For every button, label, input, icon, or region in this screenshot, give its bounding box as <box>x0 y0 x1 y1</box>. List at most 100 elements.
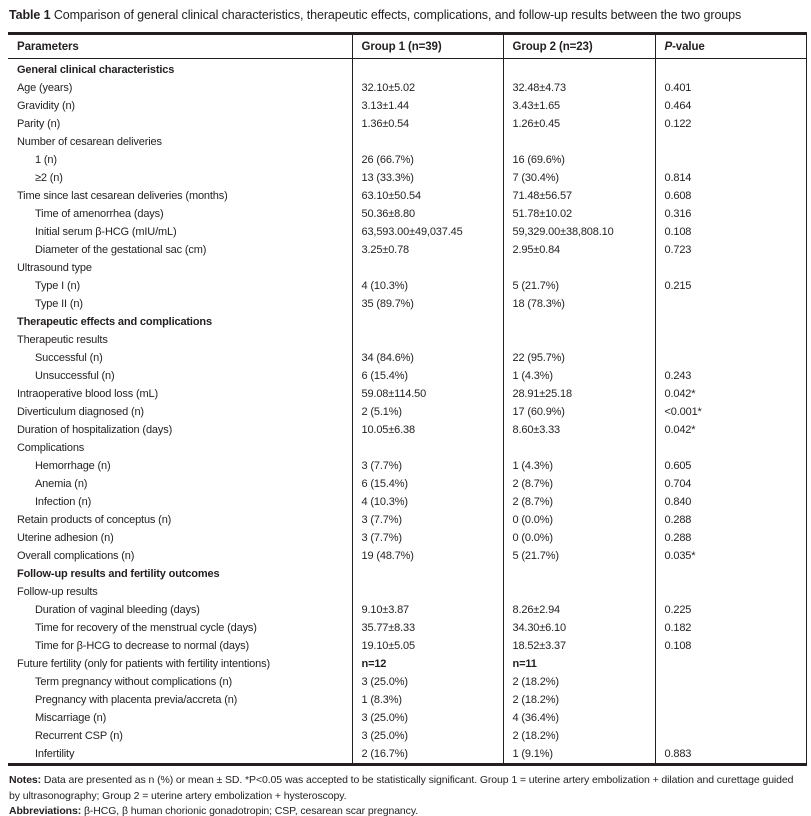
group2-cell <box>502 259 655 277</box>
param-cell: Future fertility (only for patients with… <box>17 658 270 670</box>
pvalue-cell <box>654 259 807 277</box>
group2-cell: 34.30±6.10 <box>502 619 655 637</box>
param-cell: Anemia (n) <box>35 478 88 490</box>
param-cell: Number of cesarean deliveries <box>17 136 162 148</box>
param-cell: ≥2 (n) <box>35 172 63 184</box>
table-row: Follow-up results and fertility outcomes <box>8 565 807 583</box>
group2-cell: 2 (8.7%) <box>502 493 655 511</box>
group2-cell: 17 (60.9%) <box>502 403 655 421</box>
pvalue-cell: 0.608 <box>654 187 807 205</box>
group1-cell: 3 (7.7%) <box>351 511 503 529</box>
header-row: Parameters Group 1 (n=39) Group 2 (n=23)… <box>8 32 807 59</box>
group1-cell: 50.36±8.80 <box>351 205 503 223</box>
param-cell: Complications <box>17 442 85 454</box>
group1-cell: 3 (25.0%) <box>351 673 503 691</box>
pvalue-cell: 0.182 <box>654 619 807 637</box>
param-cell: Type II (n) <box>35 298 83 310</box>
pvalue-cell: 0.035* <box>654 547 807 565</box>
table-row: Therapeutic results <box>8 331 807 349</box>
group2-cell <box>502 331 655 349</box>
column-header-parameters: Parameters <box>8 32 352 59</box>
group2-cell: 8.26±2.94 <box>502 601 655 619</box>
param-cell: Retain products of conceptus (n) <box>17 514 172 526</box>
group1-cell: 3 (25.0%) <box>351 727 503 745</box>
group2-cell: 3.43±1.65 <box>502 97 655 115</box>
abbreviations-label: Abbreviations: <box>9 805 82 816</box>
group2-cell <box>502 439 655 457</box>
group2-cell: 1 (4.3%) <box>502 367 655 385</box>
abbreviations-text: β-HCG, β human chorionic gonadotropin; C… <box>81 805 419 816</box>
group1-cell <box>351 133 503 151</box>
pvalue-cell: <0.001* <box>654 403 807 421</box>
param-cell: Duration of vaginal bleeding (days) <box>35 604 200 616</box>
table-row: Initial serum β-HCG (mIU/mL) 63,593.00±49… <box>8 223 807 241</box>
param-cell: General clinical characteristics <box>17 64 175 76</box>
pvalue-cell: 0.108 <box>654 223 807 241</box>
group2-cell: 7 (30.4%) <box>502 169 655 187</box>
table-row: Intraoperative blood loss (mL) 59.08±114.… <box>8 385 807 403</box>
table-row: Time since last cesarean deliveries (mon… <box>8 187 807 205</box>
group2-cell <box>502 583 655 601</box>
group1-cell: 13 (33.3%) <box>351 169 503 187</box>
pvalue-cell <box>654 349 807 367</box>
group2-cell: 8.60±3.33 <box>502 421 655 439</box>
table-row: Gravidity (n) 3.13±1.44 3.43±1.65 0.464 <box>8 97 807 115</box>
table-row: Therapeutic effects and complications <box>8 313 807 331</box>
table-row: Term pregnancy without complications (n)… <box>8 673 807 691</box>
group2-cell: 2 (18.2%) <box>502 673 655 691</box>
pvalue-cell: 0.316 <box>654 205 807 223</box>
pvalue-cell: 0.605 <box>654 457 807 475</box>
table-title-text: Comparison of general clinical character… <box>50 8 742 22</box>
column-header-group1: Group 1 (n=39) <box>351 32 503 59</box>
param-cell: Parity (n) <box>17 118 61 130</box>
group1-cell: 63,593.00±49,037.45 <box>351 223 503 241</box>
pvalue-cell: 0.840 <box>654 493 807 511</box>
group1-cell: 35 (89.7%) <box>351 295 503 313</box>
notes-text: Data are presented as n (%) or mean ± SD… <box>9 774 794 802</box>
notes-label: Notes: <box>9 774 42 786</box>
group2-cell: 1 (4.3%) <box>502 457 655 475</box>
table-title: Table 1 Comparison of general clinical c… <box>9 8 801 23</box>
comparison-table: Parameters Group 1 (n=39) Group 2 (n=23)… <box>8 32 807 766</box>
param-cell: Duration of hospitalization (days) <box>17 424 173 436</box>
param-cell: Overall complications (n) <box>17 550 135 562</box>
pvalue-cell <box>654 655 807 673</box>
group1-cell: 3 (7.7%) <box>351 457 503 475</box>
table-row: Recurrent CSP (n) 3 (25.0%) 2 (18.2%) <box>8 727 807 745</box>
group1-cell: 4 (10.3%) <box>351 493 503 511</box>
param-cell: Time since last cesarean deliveries (mon… <box>17 190 228 202</box>
group1-cell: 35.77±8.33 <box>351 619 503 637</box>
pvalue-cell <box>654 439 807 457</box>
group2-cell <box>502 133 655 151</box>
group1-cell: 63.10±50.54 <box>351 187 503 205</box>
table-row: Future fertility (only for patients with… <box>8 655 807 673</box>
group1-cell: 32.10±5.02 <box>351 79 503 97</box>
group1-cell: 2 (16.7%) <box>351 745 503 765</box>
table-row: Age (years) 32.10±5.02 32.48±4.73 0.401 <box>8 79 807 97</box>
column-header-pvalue: P-value <box>654 32 807 59</box>
pvalue-cell <box>654 295 807 313</box>
table-row: Time of amenorrhea (days) 50.36±8.80 51.78… <box>8 205 807 223</box>
table-row: Duration of vaginal bleeding (days) 9.10±… <box>8 601 807 619</box>
group2-cell <box>502 58 655 79</box>
table-row: Time for β-HCG to decrease to normal (da… <box>8 637 807 655</box>
group1-cell: 3.13±1.44 <box>351 97 503 115</box>
table-body: General clinical characteristics Age (yea… <box>8 58 807 765</box>
table-header: Parameters Group 1 (n=39) Group 2 (n=23)… <box>8 32 807 59</box>
table-row: ≥2 (n) 13 (33.3%) 7 (30.4%) 0.814 <box>8 169 807 187</box>
table-row: Hemorrhage (n) 3 (7.7%) 1 (4.3%) 0.605 <box>8 457 807 475</box>
param-cell: Time for recovery of the menstrual cycle… <box>35 622 257 634</box>
pvalue-cell <box>654 673 807 691</box>
group1-cell <box>351 313 503 331</box>
group2-cell: 28.91±25.18 <box>502 385 655 403</box>
group2-cell: 16 (69.6%) <box>502 151 655 169</box>
table-row: Overall complications (n) 19 (48.7%) 5 (21… <box>8 547 807 565</box>
pvalue-cell: 0.042* <box>654 385 807 403</box>
table-row: Time for recovery of the menstrual cycle… <box>8 619 807 637</box>
param-cell: Unsuccessful (n) <box>35 370 115 382</box>
table-row: Anemia (n) 6 (15.4%) 2 (8.7%) 0.704 <box>8 475 807 493</box>
param-cell: Term pregnancy without complications (n) <box>35 676 232 688</box>
param-cell: Infection (n) <box>35 496 92 508</box>
param-cell: Infertility <box>35 748 75 760</box>
